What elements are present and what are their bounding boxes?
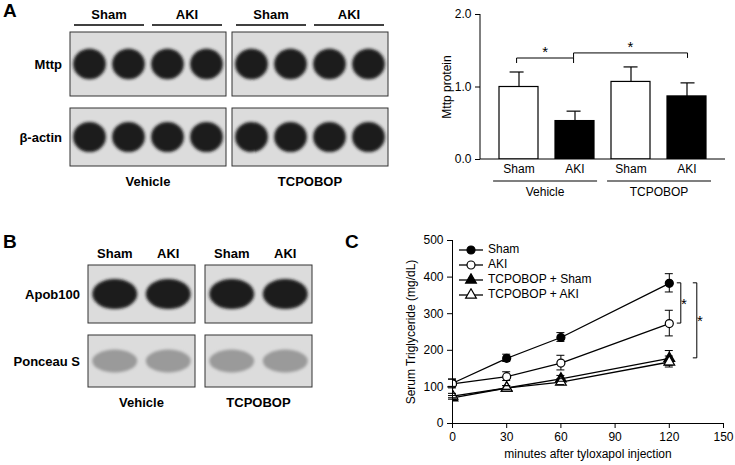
svg-text:Mttp: Mttp — [35, 57, 62, 72]
svg-text:200: 200 — [423, 343, 443, 357]
svg-text:150: 150 — [713, 430, 733, 444]
svg-text:AKI: AKI — [565, 162, 584, 176]
svg-text:TCPOBOP: TCPOBOP — [226, 395, 291, 410]
svg-text:AKI: AKI — [157, 246, 179, 261]
html-text:Sham: Sham — [488, 242, 520, 256]
svg-text:*: * — [681, 295, 687, 312]
svg-text:0: 0 — [449, 430, 456, 444]
svg-text:Sham: Sham — [91, 7, 126, 22]
svg-text:AKI: AKI — [176, 7, 198, 22]
svg-text:Vehicle: Vehicle — [119, 395, 164, 410]
svg-text:2.0: 2.0 — [455, 7, 472, 21]
svg-text:0: 0 — [437, 416, 444, 430]
svg-text:Serum Triglyceride (mg/dL): Serum Triglyceride (mg/dL) — [404, 260, 418, 405]
svg-text:500: 500 — [423, 233, 443, 247]
svg-text:400: 400 — [423, 270, 443, 284]
svg-text:TCPOBOP: TCPOBOP — [630, 185, 689, 199]
svg-text:C: C — [345, 231, 359, 252]
svg-text:β-actin: β-actin — [19, 130, 62, 145]
svg-text:B: B — [3, 231, 17, 252]
svg-text:AKI: AKI — [677, 162, 696, 176]
svg-text:A: A — [3, 0, 17, 21]
svg-text:0.0: 0.0 — [455, 152, 472, 166]
svg-text:minutes after tyloxapol inject: minutes after tyloxapol injection — [504, 447, 671, 461]
svg-text:300: 300 — [423, 307, 443, 321]
html-text:AKI: AKI — [488, 257, 508, 271]
svg-text:Ponceau S: Ponceau S — [14, 354, 81, 369]
svg-text:60: 60 — [554, 430, 568, 444]
svg-text:AKI: AKI — [338, 7, 360, 22]
svg-text:AKI: AKI — [274, 246, 296, 261]
svg-text:30: 30 — [500, 430, 514, 444]
svg-text:*: * — [542, 43, 548, 60]
svg-text:Sham: Sham — [97, 246, 132, 261]
svg-text:Vehicle: Vehicle — [526, 185, 565, 199]
svg-text:Sham: Sham — [615, 162, 646, 176]
svg-text:120: 120 — [659, 430, 679, 444]
svg-text:Mttp protein: Mttp protein — [440, 55, 454, 118]
svg-text:Sham: Sham — [214, 246, 249, 261]
svg-text:90: 90 — [608, 430, 622, 444]
svg-text:Vehicle: Vehicle — [126, 174, 171, 189]
svg-text:Sham: Sham — [503, 162, 534, 176]
svg-text:100: 100 — [423, 380, 443, 394]
svg-text:Sham: Sham — [253, 7, 288, 22]
svg-text:TCPOBOP: TCPOBOP — [278, 174, 343, 189]
svg-text:*: * — [697, 312, 703, 329]
html-text:TCPOBOP + AKI: TCPOBOP + AKI — [488, 287, 579, 301]
html-text:TCPOBOP + Sham: TCPOBOP + Sham — [488, 272, 592, 286]
svg-text:1.0: 1.0 — [455, 80, 472, 94]
svg-text:Apob100: Apob100 — [25, 287, 80, 302]
svg-text:*: * — [628, 38, 634, 55]
